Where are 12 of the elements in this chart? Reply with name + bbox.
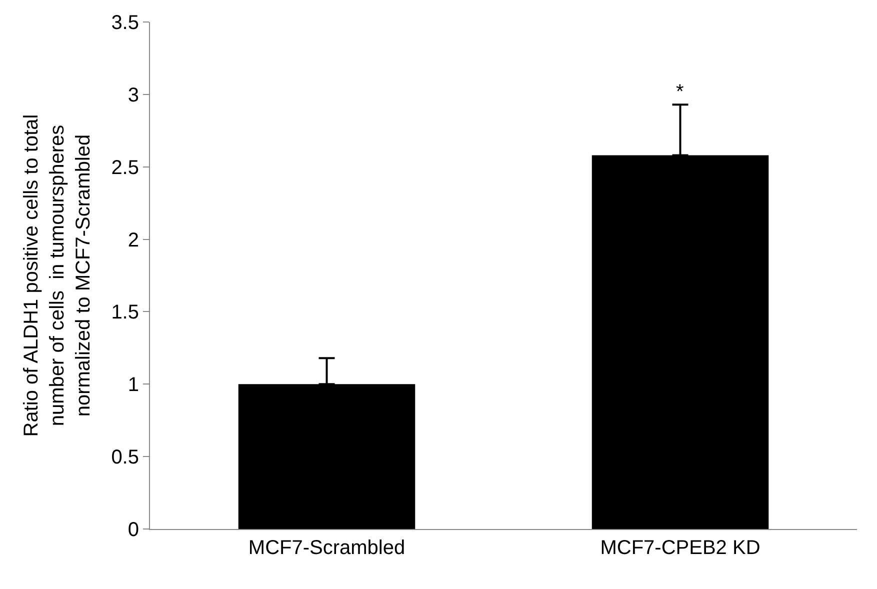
y-tick-label: 0 <box>128 519 139 541</box>
y-axis-title: Ratio of ALDH1 positive cells to total number of cells in tumourspheres normalized to MCF7-Scrambled <box>20 114 95 437</box>
x-tick-label: MCF7-Scrambled <box>248 537 406 559</box>
y-tick-label: 2 <box>128 229 139 252</box>
y-tick-label: 1 <box>128 374 139 396</box>
y-tick-label: 3 <box>128 84 139 106</box>
x-tick-label: MCF7-CPEB2 KD <box>600 537 760 559</box>
y-tick-label: 0.5 <box>111 446 139 469</box>
y-tick-label: 1.5 <box>111 302 139 324</box>
annotation: * <box>676 81 684 103</box>
y-tick-label: 2.5 <box>111 156 139 179</box>
y-tick-label: 3.5 <box>111 12 139 34</box>
